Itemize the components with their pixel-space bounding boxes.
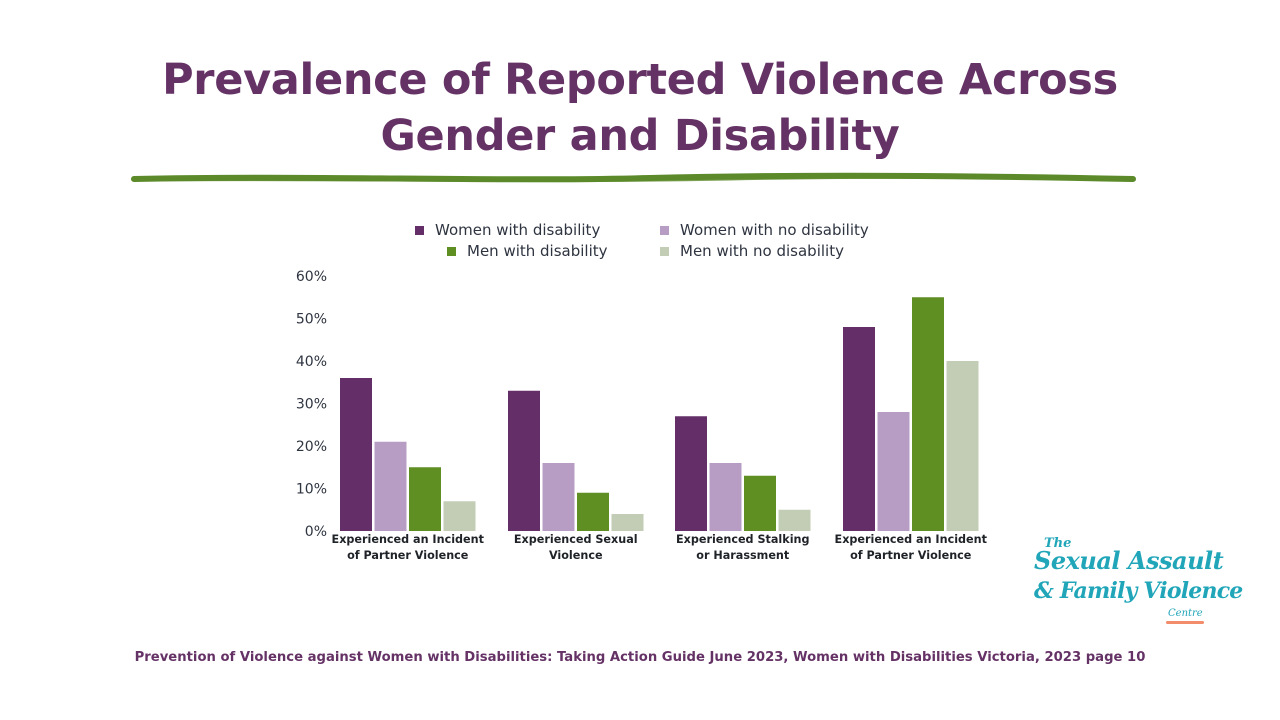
y-tick-label: 30% (296, 397, 327, 413)
bar-women-with-no-disability-1 (542, 463, 575, 531)
y-tick-label: 60% (296, 269, 327, 285)
legend-label: Women with disability (435, 221, 601, 239)
legend-item-women-with-disability: Women with disability (415, 221, 600, 239)
x-category-label: or Harassment (696, 549, 790, 562)
bar-women-with-disability-2 (675, 416, 707, 531)
source-citation: Prevention of Violence against Women wit… (134, 650, 1146, 665)
x-category-label: of Partner Violence (850, 549, 972, 562)
bar-men-with-disability-0 (409, 467, 441, 531)
slide-title: Prevalence of Reported Violence Across G… (0, 52, 1280, 164)
bar-women-with-no-disability-3 (877, 412, 910, 531)
y-tick-label: 0% (305, 524, 327, 540)
legend-label: Women with no disability (680, 221, 869, 239)
x-category-label: Violence (549, 549, 603, 562)
bar-men-with-no-disability-3 (946, 361, 979, 531)
x-category-label: Experienced an Incident (332, 533, 485, 546)
y-tick-label: 50% (296, 312, 327, 328)
bar-women-with-no-disability-2 (709, 463, 742, 531)
legend-swatch (415, 225, 424, 235)
bar-women-with-disability-1 (508, 390, 540, 531)
legend-label: Men with disability (467, 242, 608, 260)
slide-title-line-1: Prevalence of Reported Violence Across (162, 55, 1118, 105)
y-tick-label: 40% (296, 354, 327, 370)
legend-item-men-with-disability: Men with disability (447, 242, 608, 260)
bar-men-with-disability-2 (744, 475, 776, 531)
logo-text-line-2: & Family Violence (1034, 578, 1243, 604)
legend-swatch (447, 246, 456, 256)
y-tick-label: 10% (296, 482, 327, 498)
bar-men-with-no-disability-1 (611, 514, 644, 531)
bar-women-with-no-disability-0 (374, 441, 407, 531)
logo-text-centre: Centre (1168, 608, 1203, 619)
bar-men-with-no-disability-2 (778, 509, 811, 531)
logo-text-line-1: Sexual Assault (1034, 546, 1224, 575)
bar-chart: 0% 10% 20% 30% 40% 50% 60% Experienced an Incid… (296, 269, 988, 562)
bar-men-with-disability-3 (912, 297, 944, 531)
x-category-label: Experienced Sexual (514, 533, 638, 546)
x-category-label: of Partner Violence (347, 549, 469, 562)
y-tick-label: 20% (296, 439, 327, 455)
bar-women-with-disability-0 (340, 378, 372, 531)
legend-swatch (660, 246, 669, 256)
chart-legend: Women with disability Women with no disa… (410, 219, 930, 265)
logo-accent-dash (1166, 621, 1204, 624)
bar-men-with-no-disability-0 (443, 501, 476, 531)
bar-women-with-disability-3 (843, 327, 875, 531)
legend-item-men-with-no-disability: Men with no disability (660, 242, 844, 260)
legend-swatch (660, 225, 669, 235)
x-category-label: Experienced Stalking (676, 533, 810, 546)
slide-title-line-2: Gender and Disability (380, 111, 900, 161)
x-category-label: Experienced an Incident (835, 533, 988, 546)
logo-text-the: The (1044, 536, 1072, 551)
sexual-assault-family-violence-centre-logo: The Sexual Assault & Family Violence Cen… (1030, 536, 1243, 626)
title-underline (131, 172, 1136, 183)
bar-men-with-disability-1 (577, 492, 609, 531)
legend-label: Men with no disability (680, 242, 844, 260)
legend-item-women-with-no-disability: Women with no disability (660, 221, 869, 239)
